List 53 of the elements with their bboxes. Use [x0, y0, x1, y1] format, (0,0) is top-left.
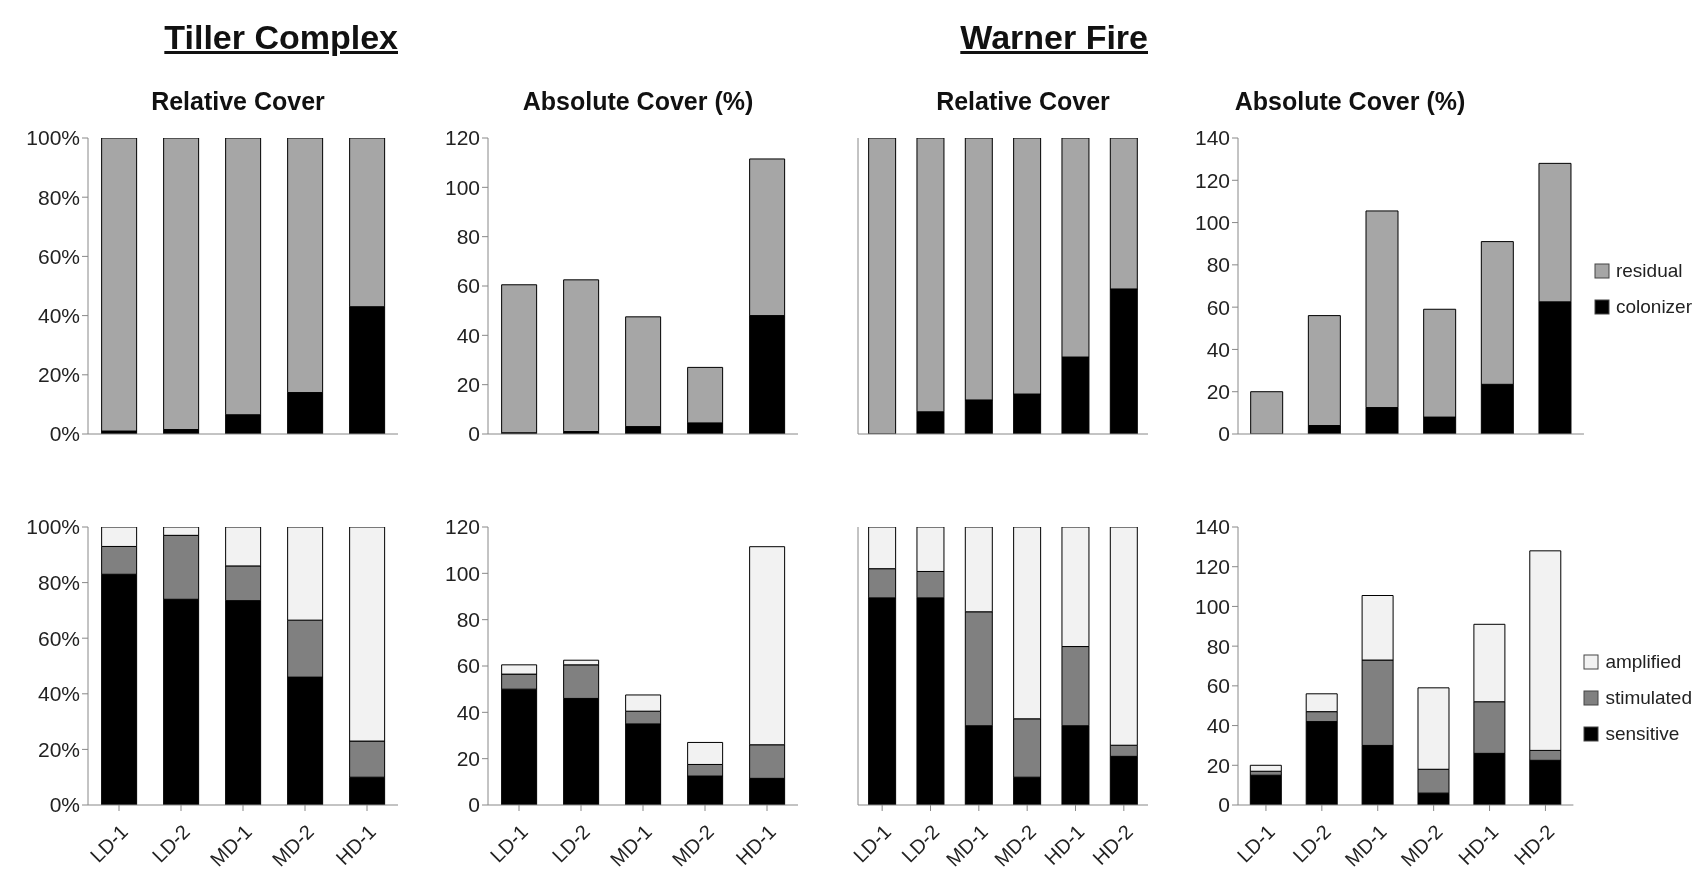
- chart-title: Tiller Complex: [163, 18, 398, 57]
- legend-label: sensitive: [1605, 723, 1680, 745]
- y-tick-label: 0%: [49, 422, 80, 446]
- y-tick-label: 140: [1194, 515, 1230, 539]
- legend-label: colonizer: [1615, 296, 1692, 318]
- y-tick-label: 60: [456, 274, 480, 298]
- chart-subtitle: Relative Cover: [935, 86, 1111, 117]
- y-tick-label: 20: [1206, 380, 1230, 404]
- y-tick-label: 80: [1206, 634, 1230, 658]
- y-tick-label: 60: [456, 654, 480, 678]
- legend-label: residual: [1615, 260, 1683, 282]
- y-tick-label: 80: [456, 225, 480, 249]
- y-tick-label: 140: [1194, 126, 1230, 150]
- y-tick-label: 40%: [37, 304, 80, 328]
- y-tick-label: 40%: [37, 682, 80, 706]
- y-tick-label: 100: [1194, 211, 1230, 235]
- y-tick-label: 0: [468, 793, 480, 817]
- y-tick-label: 120: [1194, 555, 1230, 579]
- y-tick-label: 0%: [49, 793, 80, 817]
- y-tick-label: 20: [456, 747, 480, 771]
- y-tick-label: 40: [456, 700, 480, 724]
- y-tick-label: 120: [1194, 168, 1230, 192]
- y-tick-label: 60%: [37, 626, 80, 650]
- chart-subtitle: Absolute Cover (%): [521, 86, 755, 117]
- chart-title: Warner Fire: [959, 18, 1148, 57]
- y-tick-label: 60: [1206, 674, 1230, 698]
- y-tick-label: 60: [1206, 295, 1230, 319]
- y-tick-label: 120: [444, 515, 480, 539]
- y-tick-label: 100%: [26, 515, 80, 539]
- y-tick-label: 0: [1218, 422, 1230, 446]
- y-tick-label: 40: [1206, 714, 1230, 738]
- y-tick-label: 20%: [37, 737, 80, 761]
- y-tick-label: 80%: [37, 571, 80, 595]
- y-tick-label: 80: [456, 608, 480, 632]
- y-tick-label: 40: [1206, 337, 1230, 361]
- y-tick-label: 0: [1218, 793, 1230, 817]
- y-tick-label: 20%: [37, 363, 80, 387]
- chart-subtitle: Absolute Cover (%): [1233, 86, 1467, 117]
- y-tick-label: 80: [1206, 253, 1230, 277]
- y-tick-label: 20: [1206, 753, 1230, 777]
- text: amplified: [1605, 651, 1682, 673]
- y-tick-label: 100%: [26, 126, 80, 150]
- y-tick-label: 20: [456, 373, 480, 397]
- y-tick-label: 100: [1194, 594, 1230, 618]
- legend-label: stimulated: [1605, 687, 1692, 709]
- y-tick-label: 40: [456, 323, 480, 347]
- y-tick-label: 80%: [37, 185, 80, 209]
- chart-subtitle: Relative Cover: [150, 86, 326, 117]
- y-tick-label: 100: [444, 175, 480, 199]
- y-tick-label: 100: [444, 561, 480, 585]
- y-tick-label: 120: [444, 126, 480, 150]
- y-tick-label: 0: [468, 422, 480, 446]
- y-tick-label: 60%: [37, 244, 80, 268]
